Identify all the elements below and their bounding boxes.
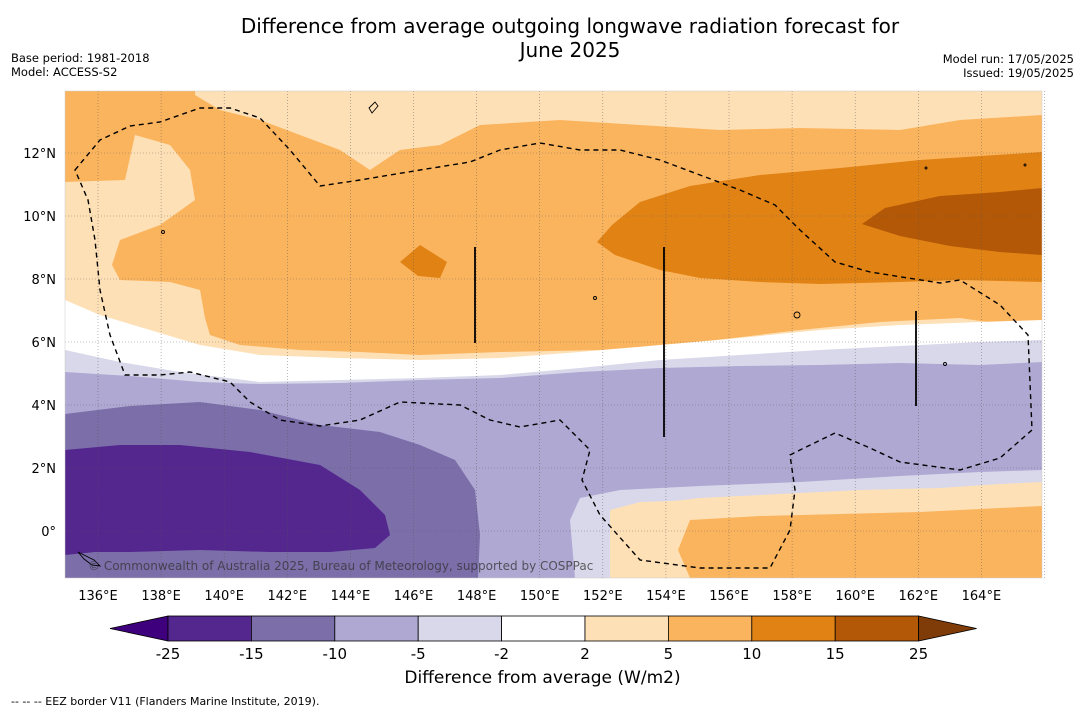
gridlines: [65, 91, 1045, 578]
lon-tick-label: 142°E: [268, 589, 308, 604]
region-10-15: [597, 152, 1042, 284]
lon-tick-label: 146°E: [394, 589, 434, 604]
lat-tick-label: 4°N: [32, 399, 57, 414]
region-2-5-top: [195, 91, 1042, 170]
eez-border: [74, 107, 1033, 569]
lon-tick-label: 160°E: [835, 589, 875, 604]
region-5-10-top-left: [65, 91, 195, 130]
colorbar-extend-max: [918, 615, 977, 642]
ridge-lines: [474, 247, 917, 437]
region-5-10-north: [65, 91, 1042, 355]
region-15-25: [862, 188, 1042, 255]
colorbar-title: Difference from average (W/m2): [404, 668, 681, 688]
colorbar-tick-label: -10: [323, 645, 348, 663]
colorbar-tick-label: 15: [826, 645, 845, 663]
lon-tick-label: 162°E: [899, 589, 939, 604]
colorbar-tick-label: -2: [494, 645, 509, 663]
base-period-label: Base period: 1981-2018: [11, 51, 150, 65]
anomaly-field: [65, 91, 1042, 578]
lon-tick-label: 148°E: [457, 589, 497, 604]
band-darkest-purple: [65, 445, 390, 555]
lat-tick-label: 6°N: [32, 336, 57, 351]
colorbar-swatch: [417, 615, 503, 642]
model-run-label: Model run: 17/05/2025: [942, 52, 1074, 66]
region-5-10-south: [678, 506, 1042, 578]
lon-tick-label: 136°E: [78, 589, 118, 604]
title-line-1: Difference from average outgoing longwav…: [240, 14, 900, 38]
colorbar-tick-label: 2: [580, 645, 590, 663]
colorbar: -25 -15 -10 -5 -2 2 5 10 15 25: [109, 615, 977, 663]
colorbar-swatch: [334, 615, 419, 642]
lon-tick-label: 140°E: [204, 589, 244, 604]
map-frame: [64, 90, 1043, 579]
colorbar-swatch: [751, 615, 836, 642]
lat-tick-label: 2°N: [32, 462, 57, 477]
title-line-2: June 2025: [519, 38, 621, 62]
lon-tick-label: 150°E: [520, 589, 560, 604]
colorbar-swatch: [668, 615, 753, 642]
colorbar-swatch: [167, 615, 252, 642]
lon-tick-label: 154°E: [646, 589, 686, 604]
lat-tick-label: 0°: [41, 525, 56, 540]
longitude-labels: 136°E 138°E 140°E 142°E 144°E 146°E 148°E 150°E…: [78, 589, 1001, 604]
colorbar-swatch: [584, 615, 669, 642]
meta-right: Model run: 17/05/2025 Issued: 19/05/2025: [943, 52, 1074, 80]
meta-left: Base period: 1981-2018 Model: ACCESS-S2: [11, 51, 150, 79]
colorbar-tick-label: 5: [664, 645, 674, 663]
band-neutral: [65, 300, 1042, 386]
lat-tick-label: 10°N: [23, 210, 56, 225]
map-title: Difference from average outgoing longwav…: [160, 14, 980, 62]
lon-tick-label: 144°E: [331, 589, 371, 604]
colorbar-swatch: [834, 615, 920, 642]
colorbar-tick-label: 25: [909, 645, 928, 663]
lat-tick-label: 8°N: [32, 273, 57, 288]
colorbar-swatch: [501, 615, 586, 642]
colorbar-extend-min: [109, 615, 169, 642]
lon-tick-label: 164°E: [962, 589, 1002, 604]
colorbar-tick-label: -15: [239, 645, 264, 663]
latitude-labels: 12°N 10°N 8°N 6°N 4°N 2°N 0°: [23, 147, 56, 540]
eez-legend: -- -- -- EEZ border V11 (Flanders Marine…: [11, 695, 320, 708]
region-10-15-small: [400, 245, 447, 278]
lon-tick-label: 138°E: [141, 589, 181, 604]
lon-tick-label: 158°E: [772, 589, 812, 604]
map-credit: © Commonwealth of Australia 2025, Bureau…: [88, 559, 593, 573]
colorbar-tick-label: -5: [411, 645, 426, 663]
lon-tick-label: 156°E: [709, 589, 749, 604]
lon-tick-label: 152°E: [583, 589, 623, 604]
lat-tick-label: 12°N: [23, 147, 56, 162]
issued-label: Issued: 19/05/2025: [963, 66, 1074, 80]
model-label: Model: ACCESS-S2: [11, 65, 118, 79]
colorbar-swatch: [250, 615, 336, 642]
colorbar-tick-label: 10: [742, 645, 761, 663]
islands: [77, 101, 1027, 567]
colorbar-tick-label: -25: [156, 645, 181, 663]
